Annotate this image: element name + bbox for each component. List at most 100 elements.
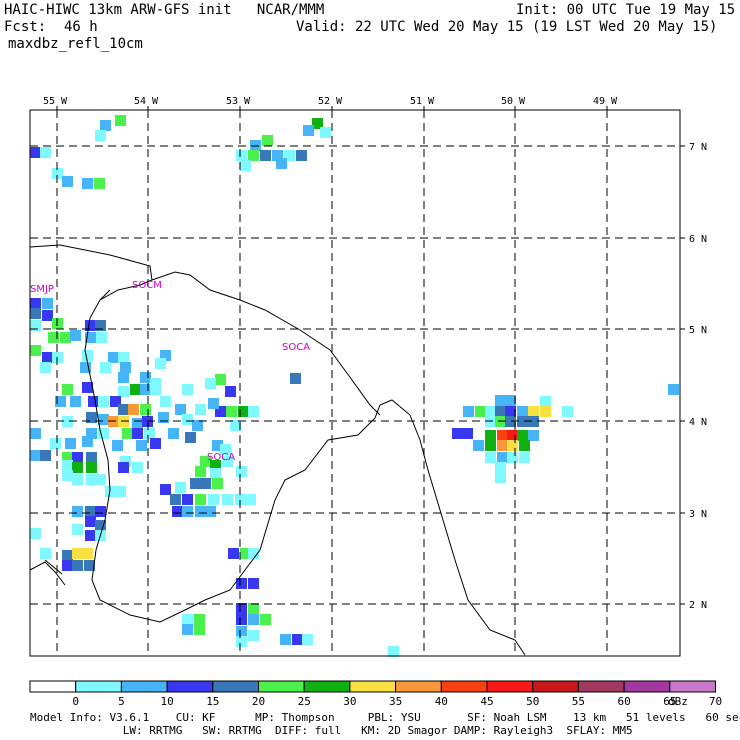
reflectivity-cell	[562, 406, 573, 417]
reflectivity-cell	[30, 298, 41, 309]
reflectivity-cell	[236, 626, 247, 637]
reflectivity-cell	[98, 428, 109, 439]
reflectivity-cell	[190, 478, 201, 489]
title: HAIC-HIWC 13km ARW-GFS init NCAR/MMM	[4, 2, 325, 18]
reflectivity-cell	[205, 506, 216, 517]
reflectivity-cell	[52, 168, 63, 179]
lon-label: 50 W	[501, 96, 526, 107]
reflectivity-cell	[452, 428, 463, 439]
reflectivity-cell	[118, 386, 129, 397]
lon-label: 49 W	[593, 96, 618, 107]
reflectivity-cell	[240, 548, 251, 559]
reflectivity-cell	[128, 404, 139, 415]
reflectivity-cell	[86, 452, 97, 463]
reflectivity-cell	[30, 528, 41, 539]
reflectivity-cell	[495, 472, 506, 483]
reflectivity-cell	[497, 430, 508, 441]
reflectivity-cell	[296, 150, 307, 161]
river-border	[44, 289, 111, 575]
reflectivity-cell	[182, 494, 193, 505]
reflectivity-cell	[48, 332, 59, 343]
reflectivity-cell	[150, 384, 161, 395]
reflectivity-cell	[507, 430, 518, 441]
coastline-interior	[151, 271, 381, 416]
reflectivity-cell	[132, 418, 143, 429]
reflectivity-cell	[85, 506, 96, 517]
reflectivity-cell	[105, 486, 116, 497]
reflectivity-cell	[182, 624, 193, 635]
reflectivity-cell	[220, 444, 231, 455]
lat-label: 6 N	[689, 234, 707, 245]
reflectivity-cell	[72, 560, 83, 571]
reflectivity-cell	[62, 550, 73, 561]
reflectivity-cell	[462, 428, 473, 439]
reflectivity-cell	[505, 406, 516, 417]
colorbar-box	[395, 680, 442, 693]
reflectivity-cell	[132, 462, 143, 473]
colorbar-unit: dBz	[668, 695, 688, 708]
reflectivity-cell	[495, 462, 506, 473]
colorbar-boxes	[29, 680, 716, 693]
reflectivity-cell	[240, 160, 251, 171]
reflectivity-cell	[86, 462, 97, 473]
reflectivity-cell	[140, 404, 151, 415]
reflectivity-cell	[260, 614, 271, 625]
lat-lon-grid	[30, 110, 680, 656]
coastline-south	[29, 561, 66, 586]
reflectivity-cell	[248, 614, 259, 625]
reflectivity-cell	[222, 494, 233, 505]
reflectivity-cell	[505, 416, 516, 427]
colorbar-tick-label: 60	[618, 695, 631, 708]
reflectivity-cell	[517, 416, 528, 427]
reflectivity-cell	[98, 414, 109, 425]
reflectivity-cell	[248, 603, 259, 614]
reflectivity-cell	[475, 406, 486, 417]
reflectivity-cell	[248, 548, 259, 559]
latitude-labels: 7 N 6 N 5 N 4 N 3 N 2 N	[689, 142, 707, 611]
reflectivity-cell	[82, 436, 93, 447]
reflectivity-cell	[82, 178, 93, 189]
reflectivity-cell	[80, 362, 91, 373]
reflectivity-cell	[473, 440, 484, 451]
lon-label: 55 W	[43, 96, 68, 107]
reflectivity-cell	[118, 404, 129, 415]
valid-time: Valid: 22 UTC Wed 20 May 15 (19 LST Wed …	[296, 19, 718, 35]
reflectivity-cell	[30, 320, 41, 331]
reflectivity-cell	[222, 456, 233, 467]
reflectivity-cell	[30, 450, 41, 461]
reflectivity-cell	[115, 486, 126, 497]
reflectivity-cell	[160, 484, 171, 495]
colorbar-box	[212, 680, 260, 693]
reflectivity-cell	[65, 438, 76, 449]
colorbar-box	[577, 680, 625, 693]
colorbar-tick-label: 55	[572, 695, 585, 708]
reflectivity-cell	[200, 478, 211, 489]
reflectivity-cell	[40, 450, 51, 461]
reflectivity-cell	[86, 428, 97, 439]
colorbar-box	[258, 680, 305, 693]
reflectivity-cell	[98, 396, 109, 407]
region-label: SOCA	[207, 452, 235, 463]
reflectivity-cell	[82, 350, 93, 361]
colorbar-tick-label: 45	[480, 695, 493, 708]
lat-label: 2 N	[689, 600, 707, 611]
reflectivity-cell	[236, 150, 247, 161]
region-labels: SMJP SOCM SOCA SOCA	[30, 280, 310, 463]
reflectivity-cell	[62, 560, 73, 571]
model-info-line1: Model Info: V3.6.1 CU: KF MP: Thompson P…	[30, 711, 740, 724]
reflectivity-cell	[194, 614, 205, 625]
reflectivity-cells	[30, 115, 679, 657]
reflectivity-cell	[100, 120, 111, 131]
reflectivity-cell	[517, 406, 528, 417]
reflectivity-cell	[94, 178, 105, 189]
model-info-line2: LW: RRTMG SW: RRTMG DIFF: full KM: 2D Sm…	[30, 724, 633, 737]
reflectivity-cell	[212, 478, 223, 489]
reflectivity-cell	[302, 634, 313, 645]
reflectivity-cell	[40, 362, 51, 373]
reflectivity-cell	[507, 452, 518, 463]
reflectivity-cell	[85, 332, 96, 343]
reflectivity-cell	[85, 320, 96, 331]
colorbar-tick-label: 65	[663, 695, 676, 708]
